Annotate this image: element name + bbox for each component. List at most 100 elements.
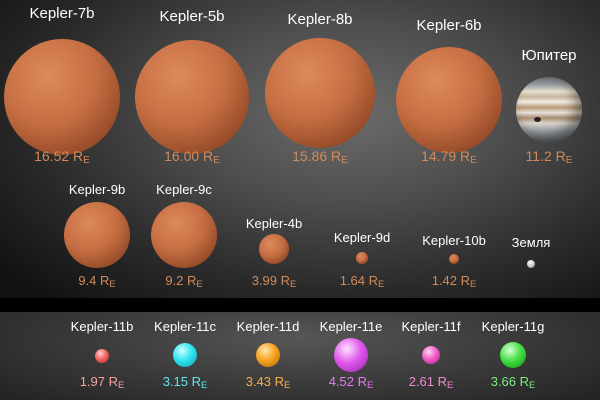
radius-number: 9.4 xyxy=(78,273,97,288)
radius-unit-subscript: E xyxy=(118,379,125,390)
planet-kepler-9b xyxy=(64,202,130,268)
radius-number: 1.97 xyxy=(79,374,106,389)
label-kepler-8b: Kepler-8b xyxy=(287,11,353,28)
label-kepler-4b: Kepler-4b xyxy=(245,216,303,231)
radius-unit: R xyxy=(100,273,110,288)
radius-value-kepler-6b: 14.79 RE xyxy=(421,148,477,166)
planet-земля xyxy=(527,260,535,268)
planet-kepler-10b xyxy=(449,254,459,264)
radius-unit: R xyxy=(368,273,379,288)
radius-number: 2.61 xyxy=(408,374,435,389)
radius-unit-subscript: E xyxy=(83,155,90,167)
radius-unit-subscript: E xyxy=(378,278,385,289)
label-kepler-9b: Kepler-9b xyxy=(68,182,126,197)
radius-unit: R xyxy=(203,148,214,164)
radius-unit-subscript: E xyxy=(290,278,297,289)
radius-unit-subscript: E xyxy=(196,278,203,289)
planet-kepler-11c xyxy=(173,343,197,367)
radius-unit-subscript: E xyxy=(565,155,573,167)
planet-kepler-7b xyxy=(4,39,120,155)
radius-number: 16.00 xyxy=(164,148,200,164)
great-red-spot xyxy=(534,117,541,122)
radius-value-kepler-9b: 9.4 RE xyxy=(78,273,115,289)
label-kepler-5b: Kepler-5b xyxy=(159,8,225,25)
radius-unit: R xyxy=(191,374,202,389)
radius-value-kepler-5b: 16.00 RE xyxy=(164,148,220,166)
radius-number: 9.2 xyxy=(165,273,184,288)
label-kepler-9d: Kepler-9d xyxy=(333,230,391,245)
radius-unit: R xyxy=(331,148,342,164)
radius-value-kepler-9d: 1.64 RE xyxy=(340,273,385,289)
radius-number: 3.15 xyxy=(162,374,189,389)
radius-value-kepler-11f: 2.61 RE xyxy=(409,374,454,390)
label-kepler-6b: Kepler-6b xyxy=(416,17,482,34)
radius-value-kepler-11b: 1.97 RE xyxy=(80,374,125,390)
radius-unit: R xyxy=(108,374,119,389)
radius-value-kepler-10b: 1.42 RE xyxy=(432,273,477,289)
label-kepler-9c: Kepler-9c xyxy=(156,182,212,197)
radius-value-kepler-11d: 3.43 RE xyxy=(246,374,291,390)
radius-unit-subscript: E xyxy=(213,155,220,167)
radius-unit: R xyxy=(274,374,285,389)
radius-value-kepler-4b: 3.99 RE xyxy=(252,273,297,289)
planet-kepler-5b xyxy=(135,40,249,154)
radius-unit-subscript: E xyxy=(447,379,454,390)
radius-value-kepler-7b: 16.52 RE xyxy=(34,148,90,166)
radius-unit-subscript: E xyxy=(529,379,536,390)
radius-unit-subscript: E xyxy=(284,379,291,390)
radius-number: 15.86 xyxy=(292,148,328,164)
panel-divider xyxy=(0,298,600,312)
planet-юпитер xyxy=(516,77,582,143)
radius-number: 3.99 xyxy=(251,273,278,288)
radius-value-kepler-9c: 9.2 RE xyxy=(165,273,202,289)
radius-unit-subscript: E xyxy=(470,278,477,289)
planet-kepler-6b xyxy=(396,47,502,153)
radius-value-kepler-8b: 15.86 RE xyxy=(292,148,348,166)
planet-kepler-9c xyxy=(151,202,217,268)
radius-unit-subscript: E xyxy=(341,155,348,167)
label-kepler-7b: Kepler-7b xyxy=(29,5,95,22)
radius-number: 4.52 xyxy=(328,374,355,389)
radius-unit-subscript: E xyxy=(201,379,208,390)
radius-unit: R xyxy=(555,148,566,164)
radius-number: 3.43 xyxy=(245,374,272,389)
radius-value-kepler-11c: 3.15 RE xyxy=(163,374,208,390)
radius-unit-subscript: E xyxy=(470,155,477,167)
planet-kepler-11b xyxy=(95,349,109,363)
label-земля: Земля xyxy=(511,235,551,250)
planet-kepler-4b xyxy=(259,234,289,264)
label-kepler-10b: Kepler-10b xyxy=(422,233,486,248)
planet-kepler-11f xyxy=(422,346,440,364)
planet-kepler-11d xyxy=(256,343,280,367)
radius-number: 1.64 xyxy=(339,273,366,288)
radius-value-kepler-11e: 4.52 RE xyxy=(329,374,374,390)
radius-number: 3.66 xyxy=(490,374,517,389)
radius-unit: R xyxy=(460,273,471,288)
radius-unit: R xyxy=(519,374,530,389)
planet-kepler-9d xyxy=(356,252,368,264)
planet-kepler-8b xyxy=(265,38,375,148)
label-kepler-11e: Kepler-11e xyxy=(319,319,383,334)
radius-number: 14.79 xyxy=(421,148,457,164)
radius-unit-subscript: E xyxy=(109,278,116,289)
radius-unit: R xyxy=(357,374,368,389)
label-kepler-11d: Kepler-11d xyxy=(236,319,300,334)
label-kepler-11f: Kepler-11f xyxy=(401,319,461,334)
radius-unit: R xyxy=(187,273,197,288)
radius-value-юпитер: 11.2 RE xyxy=(526,148,573,166)
radius-number: 16.52 xyxy=(34,148,70,164)
label-kepler-11b: Kepler-11b xyxy=(70,319,134,334)
radius-unit-subscript: E xyxy=(367,379,374,390)
label-kepler-11g: Kepler-11g xyxy=(481,319,545,334)
radius-number: 11.2 xyxy=(525,148,552,164)
planet-kepler-11g xyxy=(500,342,526,368)
label-юпитер: Юпитер xyxy=(521,47,577,64)
radius-number: 1.42 xyxy=(431,273,458,288)
label-kepler-11c: Kepler-11c xyxy=(154,319,216,334)
radius-unit: R xyxy=(460,148,471,164)
radius-unit: R xyxy=(437,374,448,389)
planet-kepler-11e xyxy=(334,338,368,372)
radius-value-kepler-11g: 3.66 RE xyxy=(491,374,536,390)
radius-unit: R xyxy=(73,148,84,164)
